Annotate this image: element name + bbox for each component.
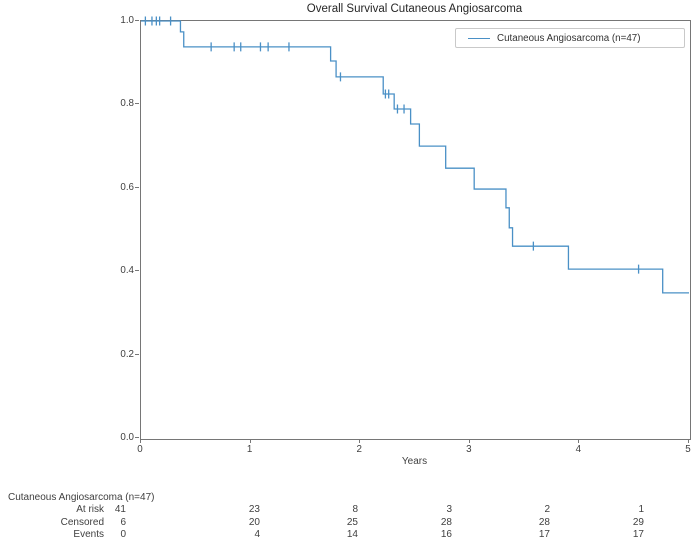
risk-table-row-label: Censored	[60, 516, 104, 528]
x-axis-label: Years	[401, 456, 428, 467]
x-tick-label: 5	[685, 444, 691, 455]
risk-table-value: 14	[346, 529, 358, 540]
y-tick-label: 0.4	[120, 265, 134, 277]
x-tick-mark	[688, 439, 689, 443]
legend-line-swatch	[468, 37, 490, 39]
censor-tick-marks	[144, 16, 640, 274]
x-tick-mark	[140, 439, 141, 443]
risk-table-value: 28	[538, 516, 550, 528]
risk-table-value: 8	[352, 504, 358, 515]
risk-table-value: 17	[632, 529, 644, 540]
risk-table-value: 29	[632, 516, 644, 528]
risk-table-value: 41	[114, 504, 126, 515]
y-tick-mark	[135, 353, 139, 355]
risk-table-value: 6	[120, 516, 126, 528]
x-tick-mark	[249, 439, 251, 443]
x-tick-mark	[468, 439, 470, 443]
risk-table-value: 0	[120, 529, 126, 540]
legend-box: Cutaneous Angiosarcoma (n=47)	[455, 28, 685, 48]
risk-table-row-label: At risk	[76, 504, 104, 515]
risk-table-value: 23	[248, 504, 260, 515]
y-tick-mark	[135, 20, 139, 21]
risk-table-value: 20	[248, 516, 260, 528]
plot-area: Cutaneous Angiosarcoma (n=47)	[140, 16, 691, 440]
y-tick-label: 1.0	[120, 15, 134, 26]
risk-table-value: 25	[346, 516, 358, 528]
y-tick-mark	[135, 270, 139, 272]
risk-table-value: 4	[254, 529, 260, 540]
x-tick-mark	[359, 439, 361, 443]
y-tick-label: 0.6	[120, 181, 134, 193]
risk-table-group-label: Cutaneous Angiosarcoma (n=47)	[8, 492, 155, 503]
y-tick-label: 0.0	[120, 432, 134, 443]
km-curve-canvas	[141, 16, 689, 294]
km-step-curve	[141, 20, 689, 294]
x-tick-label: 3	[466, 444, 472, 455]
x-tick-label: 4	[575, 444, 582, 455]
risk-table-value: 16	[440, 529, 452, 540]
risk-table-value: 17	[538, 529, 550, 540]
y-tick-mark	[135, 437, 139, 438]
y-tick-mark	[135, 103, 139, 105]
risk-table-row-label: Events	[73, 529, 104, 540]
y-tick-label: 0.8	[120, 98, 134, 110]
x-tick-label: 1	[246, 444, 253, 455]
risk-table-value: 28	[440, 516, 452, 528]
x-tick-label: 0	[137, 444, 143, 455]
risk-table-value: 2	[544, 504, 550, 515]
risk-table-value: 1	[638, 504, 644, 515]
risk-table-value: 3	[446, 504, 452, 515]
y-tick-mark	[135, 186, 139, 188]
chart-title: Overall Survival Cutaneous Angiosarcoma	[306, 3, 523, 15]
legend-label: Cutaneous Angiosarcoma (n=47)	[497, 32, 641, 44]
x-tick-label: 2	[356, 444, 362, 455]
x-tick-mark	[578, 439, 580, 443]
y-tick-label: 0.2	[120, 348, 134, 360]
